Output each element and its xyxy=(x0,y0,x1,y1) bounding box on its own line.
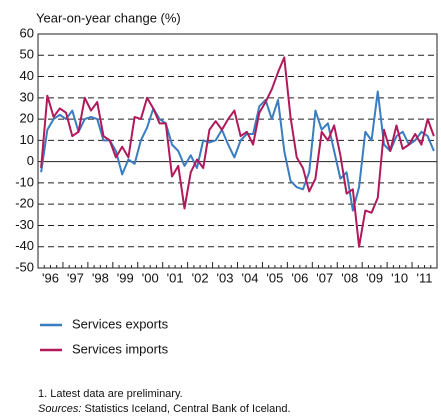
x-tick-label: '08 xyxy=(341,270,358,285)
sources-label: Sources: xyxy=(38,403,81,415)
x-tick-label: '98 xyxy=(92,270,109,285)
series-line xyxy=(40,90,435,212)
x-tick-label: '01 xyxy=(167,270,184,285)
y-tick-label: 0 xyxy=(27,153,34,168)
x-tick-label: '07 xyxy=(316,270,333,285)
y-tick-label: -10 xyxy=(15,174,34,189)
y-tick-label: 20 xyxy=(20,111,34,126)
y-tick-label: -50 xyxy=(15,259,34,274)
y-tick-label: -20 xyxy=(15,196,34,211)
x-tick-label: '06 xyxy=(291,270,308,285)
x-tick-label: '10 xyxy=(391,270,408,285)
y-tick-label: 30 xyxy=(20,89,34,104)
x-tick-label: '96 xyxy=(42,270,59,285)
y-tick-label: 50 xyxy=(20,47,34,62)
y-axis-title: Year-on-year change (%) xyxy=(36,10,181,25)
x-tick-label: '99 xyxy=(117,270,134,285)
x-tick-label: '03 xyxy=(217,270,234,285)
y-tick-label: -40 xyxy=(15,238,34,253)
x-tick-label: '05 xyxy=(266,270,283,285)
y-tick-label: 40 xyxy=(20,68,34,83)
sources-text: Statistics Iceland, Central Bank of Icel… xyxy=(84,403,290,415)
x-tick-label: '02 xyxy=(192,270,209,285)
y-tick-label: -30 xyxy=(15,217,34,232)
y-tick-label: 60 xyxy=(20,25,34,40)
legend-label: Services imports xyxy=(72,341,169,356)
sources: Sources: Statistics Iceland, Central Ban… xyxy=(38,403,291,415)
x-tick-label: '97 xyxy=(67,270,84,285)
series-line xyxy=(40,56,435,248)
x-tick-label: '04 xyxy=(241,270,258,285)
note: 1. Latest data are preliminary. xyxy=(38,388,183,400)
x-tick-label: '09 xyxy=(366,270,383,285)
x-tick-label: '11 xyxy=(417,270,433,285)
x-tick-label: '00 xyxy=(142,270,159,285)
y-tick-label: 10 xyxy=(20,132,34,147)
legend-label: Services exports xyxy=(72,316,169,331)
